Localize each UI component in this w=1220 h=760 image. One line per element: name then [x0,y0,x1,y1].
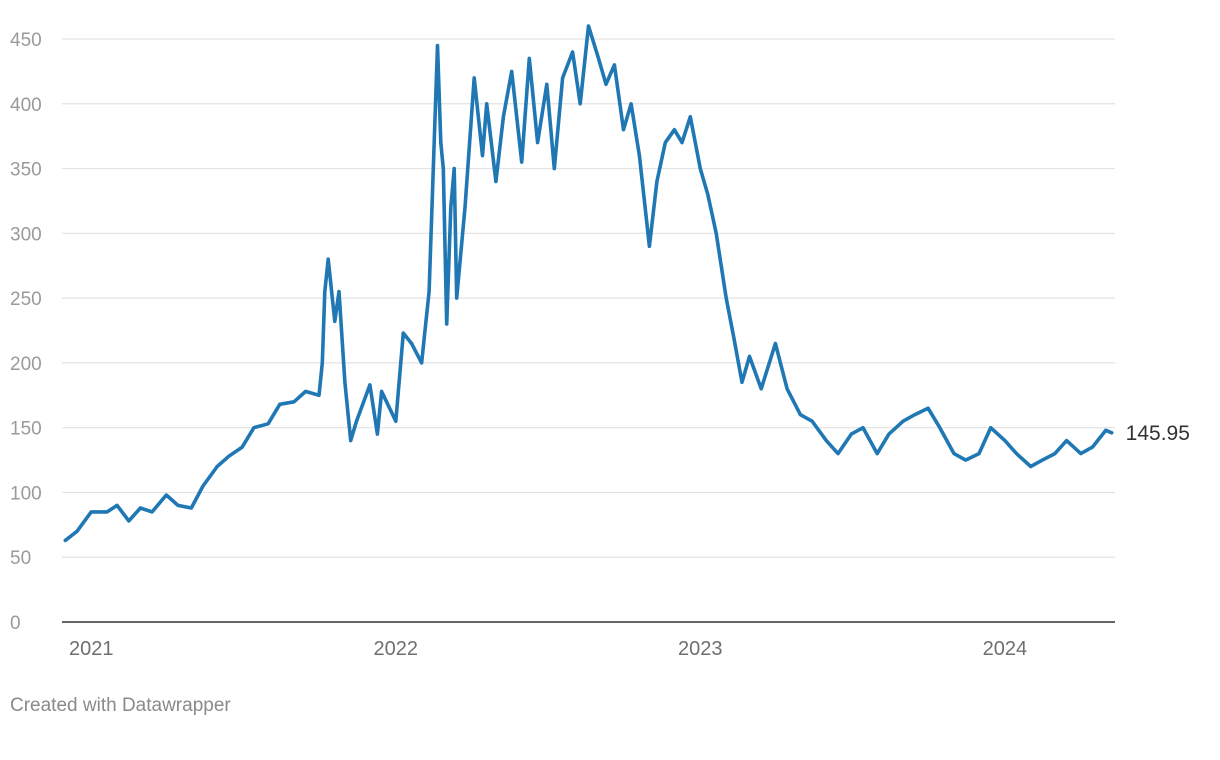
y-axis-tick-labels: 0 50 100 150 200 250 300 350 400 450 [10,30,42,634]
end-value-label: 145.95 [1126,422,1190,445]
y-tick-label: 450 [10,30,42,51]
x-tick-label: 2024 [983,638,1028,660]
credit-footer: Created with Datawrapper [10,695,231,716]
y-tick-label: 350 [10,160,42,181]
x-tick-label: 2022 [374,638,419,660]
y-tick-label: 400 [10,95,42,116]
y-tick-label: 250 [10,289,42,310]
y-tick-label: 100 [10,483,42,504]
y-tick-label: 50 [10,548,31,569]
y-tick-label: 300 [10,224,42,245]
y-tick-label: 200 [10,354,42,375]
x-axis-tick-labels: 2021 2022 2023 2024 [69,638,1027,660]
y-tick-label: 0 [10,613,21,634]
y-tick-label: 150 [10,419,42,440]
x-tick-label: 2021 [69,638,114,660]
gridlines [62,38,1115,558]
x-tick-label: 2023 [678,638,723,660]
series-line [63,24,1114,543]
